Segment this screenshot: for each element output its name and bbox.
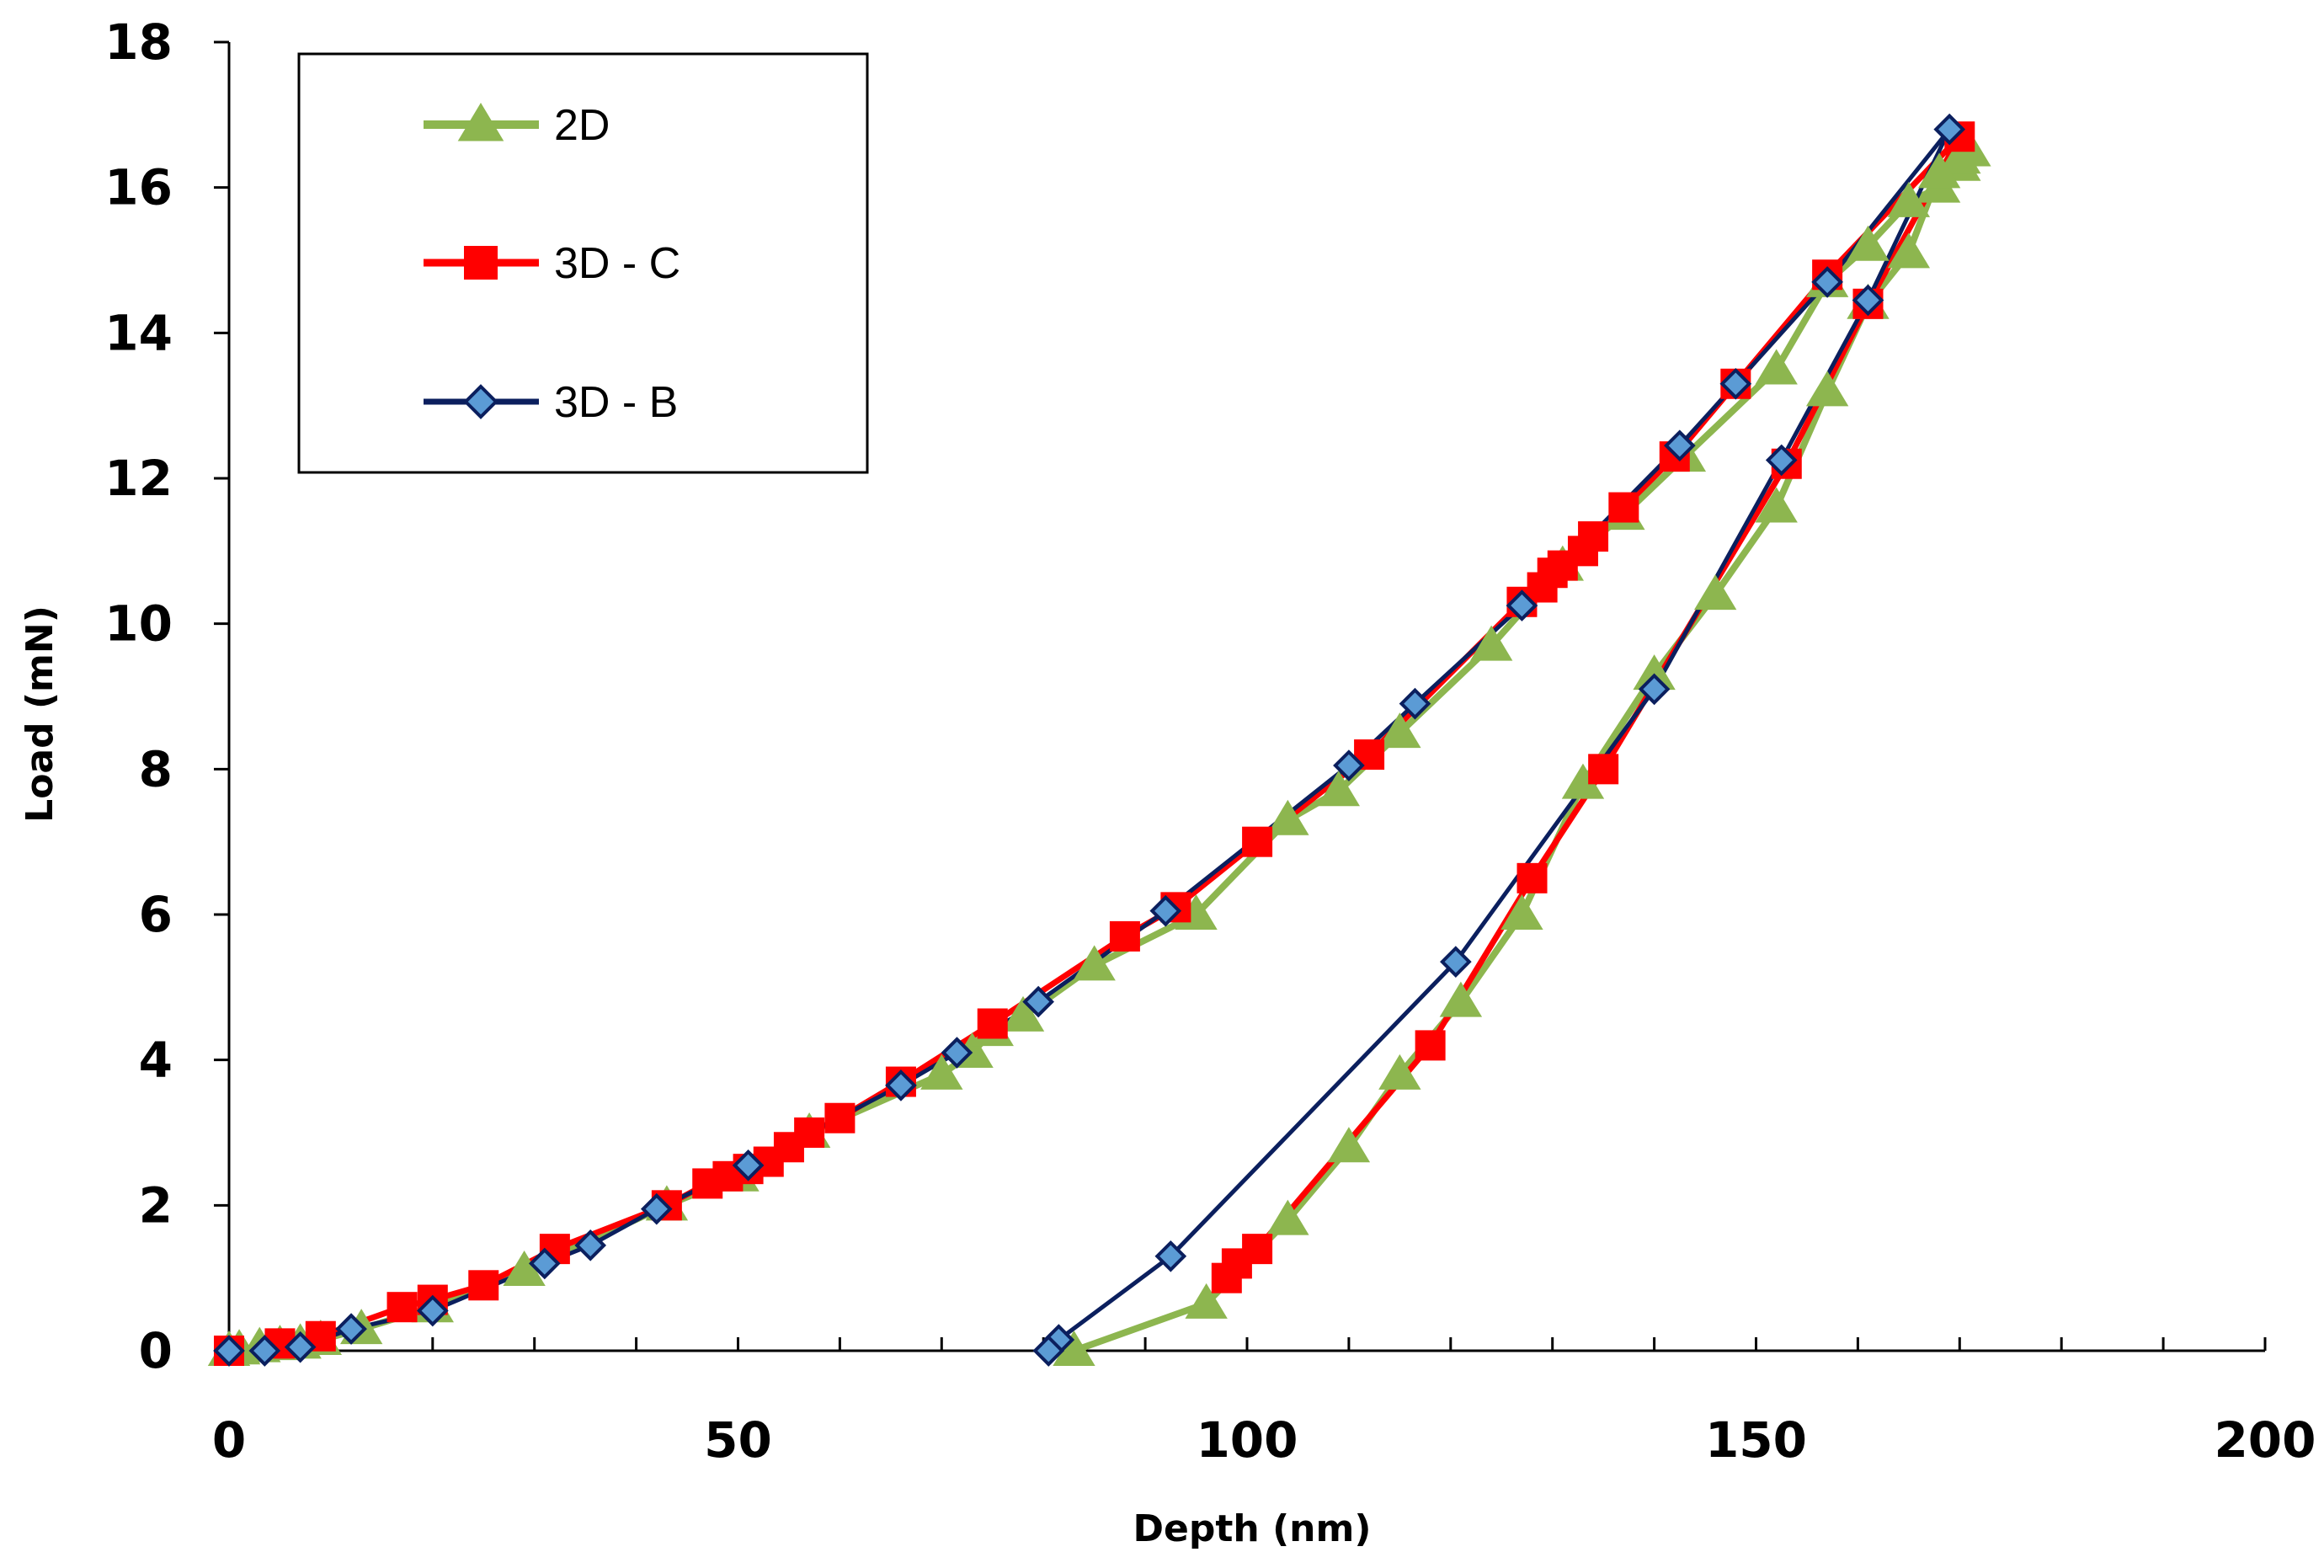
- marker-2d: [1317, 771, 1361, 807]
- marker-3d-b: [1032, 1335, 1065, 1367]
- marker-2d: [1805, 371, 1849, 407]
- marker-2d: [457, 103, 504, 141]
- marker-3d-b: [1933, 113, 1966, 146]
- marker-2d: [920, 1053, 963, 1090]
- marker-2d: [1053, 1331, 1095, 1366]
- marker-2d: [1938, 138, 1981, 174]
- marker-2d: [1847, 225, 1890, 261]
- marker-3d-c: [386, 1292, 418, 1323]
- marker-2d: [1378, 712, 1421, 749]
- y-tick-label: 18: [104, 13, 173, 71]
- marker-2d: [1001, 995, 1045, 1032]
- marker-3d-b: [1638, 673, 1671, 706]
- x-axis-title: Depth (nm): [1133, 1507, 1372, 1550]
- y-axis-title: Load (mN): [19, 605, 61, 823]
- y-tick-label: 0: [139, 1322, 173, 1379]
- legend-label: 2D: [554, 101, 610, 150]
- marker-3d-b: [1154, 1240, 1187, 1272]
- marker-3d-c: [1211, 1262, 1242, 1293]
- marker-2d: [1439, 981, 1483, 1017]
- marker-2d: [1500, 894, 1543, 930]
- marker-3d-b: [248, 1335, 281, 1367]
- marker-3d-b: [1149, 894, 1182, 927]
- marker-2d: [503, 1251, 546, 1287]
- marker-3d-c: [794, 1117, 825, 1148]
- marker-3d-b: [1333, 749, 1365, 781]
- marker-3d-b: [732, 1149, 765, 1181]
- marker-3d-c: [977, 1008, 1008, 1039]
- marker-3d-b: [1765, 444, 1798, 477]
- marker-3d-c: [1608, 492, 1639, 523]
- marker-2d: [1073, 945, 1116, 981]
- y-tick-label: 2: [139, 1176, 173, 1234]
- x-tick-label: 0: [212, 1411, 246, 1469]
- marker-3d-b: [1811, 266, 1843, 298]
- marker-3d-b: [574, 1229, 607, 1261]
- x-tick-label: 150: [1705, 1411, 1807, 1469]
- marker-2d: [1266, 1199, 1309, 1235]
- marker-3d-c: [824, 1102, 856, 1133]
- marker-3d-b: [885, 1069, 917, 1101]
- marker-2d: [1755, 487, 1798, 523]
- y-tick-label: 8: [139, 740, 173, 797]
- marker-3d-b: [1506, 589, 1538, 621]
- series-markers: [207, 113, 1991, 1367]
- y-tick-label: 6: [139, 886, 173, 943]
- marker-3d-b: [1663, 429, 1696, 461]
- marker-3d-b: [640, 1192, 673, 1225]
- marker-3d-b: [1399, 687, 1431, 720]
- x-tick-label: 100: [1196, 1411, 1298, 1469]
- legend-box: [297, 52, 869, 474]
- marker-2d: [1693, 574, 1737, 611]
- marker-3d-c: [1415, 1030, 1446, 1061]
- marker-3d-c: [1516, 862, 1548, 893]
- marker-2d: [1887, 181, 1931, 217]
- legend: 2D 3D - C 3D - B: [297, 52, 869, 474]
- y-tick-label: 16: [104, 159, 173, 216]
- marker-3d-b: [1022, 985, 1054, 1018]
- marker-2d: [1561, 763, 1605, 799]
- marker-3d-b: [1719, 367, 1752, 400]
- marker-3d-b: [528, 1247, 561, 1280]
- marker-3d-c: [1578, 521, 1609, 552]
- marker-2d: [1917, 152, 1961, 189]
- marker-3d-b: [416, 1294, 449, 1327]
- marker-2d: [1755, 349, 1798, 385]
- marker-2d: [1887, 232, 1931, 269]
- marker-3d-c: [468, 1270, 499, 1301]
- y-tick-label: 14: [104, 304, 173, 361]
- marker-3d-c: [1242, 826, 1273, 857]
- marker-2d: [1469, 625, 1513, 661]
- marker-2d: [1185, 1283, 1228, 1319]
- legend-label: 3D - C: [554, 239, 680, 288]
- marker-3d-c: [1109, 920, 1140, 952]
- marker-2d: [1266, 799, 1309, 835]
- marker-3d-c: [1588, 754, 1619, 785]
- marker-2d: [1327, 1127, 1371, 1163]
- marker-3d-b: [1440, 946, 1472, 978]
- marker-3d-b: [284, 1331, 317, 1363]
- marker-3d-b: [1852, 284, 1884, 317]
- y-tick-label: 10: [104, 595, 173, 653]
- legend-label: 3D - B: [554, 378, 678, 427]
- y-tick-label: 12: [104, 450, 173, 507]
- marker-3d-b: [335, 1313, 367, 1345]
- x-tick-label: 50: [704, 1411, 772, 1469]
- marker-3d-c: [464, 246, 498, 280]
- axes: 0 2 4 6 8 10 12 14 16 18 0 50 100 150 200: [104, 13, 2316, 1469]
- y-tick-label: 4: [139, 1032, 173, 1089]
- marker-2d: [1633, 654, 1676, 691]
- marker-3d-b: [463, 384, 498, 419]
- marker-3d-b: [941, 1037, 973, 1069]
- x-tick-label: 200: [2214, 1411, 2316, 1469]
- marker-2d: [1378, 1053, 1421, 1090]
- marker-3d-b: [213, 1335, 245, 1367]
